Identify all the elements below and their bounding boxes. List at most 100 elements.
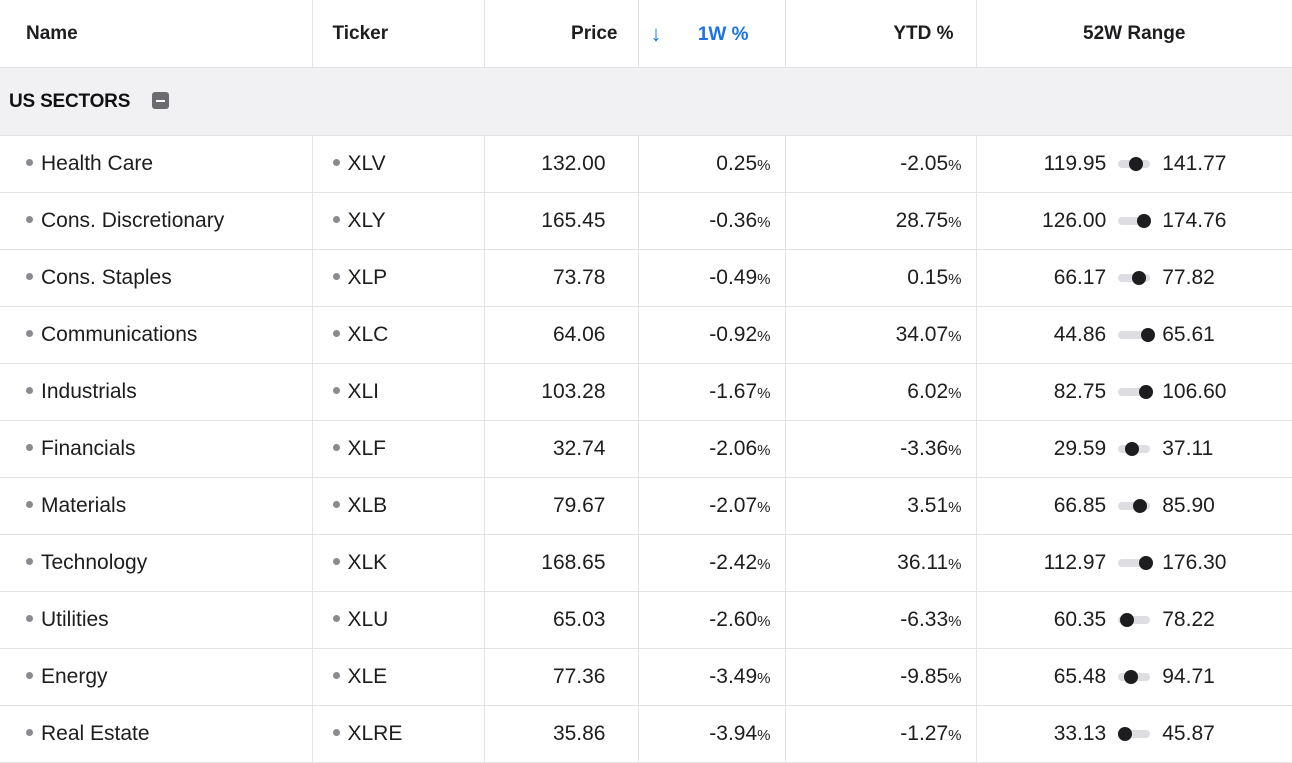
ticker-cell[interactable]: XLK <box>311 534 485 592</box>
table-row[interactable]: Real Estate XLRE 35.86 -3.94% -1.27% 33.13 45.… <box>0 705 1292 763</box>
sector-name-cell[interactable]: Materials <box>0 477 313 535</box>
group-label: US SECTORS <box>9 90 131 112</box>
ticker-cell[interactable]: XLF <box>311 420 485 478</box>
change-1w-cell: -3.49% <box>637 648 786 706</box>
ticker-cell[interactable]: XLC <box>311 306 485 364</box>
percent-sign: % <box>948 442 962 459</box>
ticker-cell[interactable]: XLE <box>311 648 485 706</box>
range-cell: 66.17 77.82 <box>975 249 1292 307</box>
column-header-name[interactable]: Name <box>0 0 313 68</box>
range-track <box>1118 385 1153 399</box>
table-row[interactable]: Cons. Staples XLP 73.78 -0.49% 0.15% 66.17 77.… <box>0 249 1292 307</box>
range-low: 126.00 <box>1042 209 1107 232</box>
table-row[interactable]: Industrials XLI 103.28 -1.67% 6.02% 82.75 106.… <box>0 363 1292 421</box>
column-header-52w-range[interactable]: 52W Range <box>975 0 1292 68</box>
percent-sign: % <box>757 727 771 744</box>
sector-name-cell[interactable]: Technology <box>0 534 313 592</box>
table-row[interactable]: Communications XLC 64.06 -0.92% 34.07% 44.86 6… <box>0 306 1292 364</box>
change-ytd-cell: -3.36% <box>784 420 977 478</box>
range-track <box>1118 214 1152 228</box>
price-cell: 79.67 <box>483 477 639 535</box>
ticker-symbol: XLE <box>347 665 388 688</box>
percent-sign: % <box>757 670 771 687</box>
table-row[interactable]: Utilities XLU 65.03 -2.60% -6.33% 60.35 78.22 <box>0 591 1292 649</box>
percent-sign: % <box>948 271 962 288</box>
sector-name-cell[interactable]: Financials <box>0 420 313 478</box>
change-ytd-value: -6.33 <box>900 608 949 631</box>
price-cell: 64.06 <box>483 306 639 364</box>
change-ytd-cell: -2.05% <box>784 135 977 193</box>
ticker-symbol: XLY <box>347 209 386 232</box>
sector-name-cell[interactable]: Cons. Staples <box>0 249 313 307</box>
sector-name-cell[interactable]: Communications <box>0 306 313 364</box>
percent-sign: % <box>948 499 962 516</box>
range-marker <box>1132 271 1147 285</box>
change-1w-value: -3.94 <box>709 722 758 745</box>
range-cell: 126.00 174.76 <box>975 192 1292 250</box>
change-ytd-value: -1.27 <box>900 722 949 745</box>
range-low: 33.13 <box>1053 722 1107 745</box>
sector-name-cell[interactable]: Cons. Discretionary <box>0 192 313 250</box>
ticker-symbol: XLC <box>347 323 389 346</box>
change-ytd-cell: 36.11% <box>784 534 977 592</box>
change-1w-cell: -2.60% <box>637 591 786 649</box>
collapse-minus-icon[interactable] <box>152 91 170 109</box>
ticker-cell[interactable]: XLI <box>311 363 485 421</box>
change-1w-value: -0.36 <box>709 209 758 232</box>
table-row[interactable]: Health Care XLV 132.00 0.25% -2.05% 119.95 141… <box>0 135 1292 193</box>
change-1w-value: -3.49 <box>709 665 758 688</box>
group-header: US SECTORS <box>0 67 1292 136</box>
range-low: 112.97 <box>1043 551 1107 574</box>
table-row[interactable]: Energy XLE 77.36 -3.49% -9.85% 65.48 94.71 <box>0 648 1292 706</box>
sector-name-cell[interactable]: Health Care <box>0 135 313 193</box>
ticker-cell[interactable]: XLRE <box>311 705 485 763</box>
sector-name-cell[interactable]: Energy <box>0 648 313 706</box>
sector-name: Communications <box>41 323 198 346</box>
ticker-symbol: XLI <box>347 380 380 403</box>
column-header-1w[interactable]: ↓ 1W % <box>637 0 786 68</box>
column-header-ytd[interactable]: YTD % <box>784 0 977 68</box>
column-header-ticker[interactable]: Ticker <box>311 0 485 68</box>
change-1w-value: -2.60 <box>709 608 758 631</box>
header-row: Name Ticker Price ↓ 1W % YTD % 52W Range <box>0 0 1292 68</box>
sector-name-cell[interactable]: Utilities <box>0 591 313 649</box>
change-1w-value: -2.42 <box>709 551 758 574</box>
range-track <box>1118 328 1155 342</box>
percent-sign: % <box>757 271 771 288</box>
table-row[interactable]: Financials XLF 32.74 -2.06% -3.36% 29.59 37.11 <box>0 420 1292 478</box>
bullet-dot-icon <box>332 273 340 280</box>
bullet-dot-icon <box>332 216 340 223</box>
bullet-dot-icon <box>332 672 340 679</box>
change-1w-value: -0.92 <box>709 323 758 346</box>
change-ytd-value: 0.15 <box>907 266 949 289</box>
percent-sign: % <box>757 613 771 630</box>
ticker-cell[interactable]: XLP <box>311 249 485 307</box>
range-cell: 112.97 176.30 <box>975 534 1292 592</box>
ticker-cell[interactable]: XLY <box>311 192 485 250</box>
bullet-dot-icon <box>26 672 33 679</box>
percent-sign: % <box>757 214 771 231</box>
sector-name-cell[interactable]: Industrials <box>0 363 313 421</box>
table-row[interactable]: Technology XLK 168.65 -2.42% 36.11% 112.97 176… <box>0 534 1292 592</box>
percent-sign: % <box>948 670 962 687</box>
ticker-cell[interactable]: XLV <box>311 135 485 193</box>
ticker-symbol: XLRE <box>347 722 403 745</box>
range-low: 82.75 <box>1053 380 1107 403</box>
table-row[interactable]: Cons. Discretionary XLY 165.45 -0.36% 28.75%… <box>0 192 1292 250</box>
table-row[interactable]: Materials XLB 79.67 -2.07% 3.51% 66.85 85.90 <box>0 477 1292 535</box>
range-low: 60.35 <box>1053 608 1107 631</box>
ticker-cell[interactable]: XLU <box>311 591 485 649</box>
price-cell: 73.78 <box>483 249 639 307</box>
change-1w-cell: -0.92% <box>637 306 786 364</box>
range-low: 44.86 <box>1053 323 1107 346</box>
range-high: 45.87 <box>1162 722 1215 745</box>
sector-name: Technology <box>41 551 148 574</box>
change-ytd-cell: 0.15% <box>784 249 977 307</box>
ticker-cell[interactable]: XLB <box>311 477 485 535</box>
sector-name-cell[interactable]: Real Estate <box>0 705 313 763</box>
percent-sign: % <box>757 385 771 402</box>
sector-name: Financials <box>41 437 136 460</box>
sector-name: Utilities <box>41 608 109 631</box>
column-header-price[interactable]: Price <box>483 0 639 68</box>
sector-name: Energy <box>41 665 108 688</box>
